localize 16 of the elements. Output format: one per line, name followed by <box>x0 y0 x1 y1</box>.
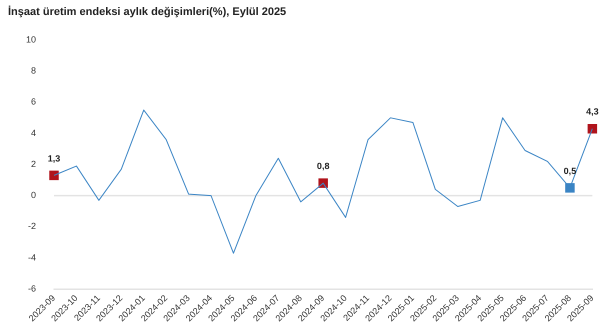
y-tick-label: -2 <box>28 221 36 232</box>
data-label: 0,5 <box>564 166 576 176</box>
chart-title: İnşaat üretim endeksi aylık değişimleri(%), Eylül 2025 <box>8 6 286 18</box>
data-label: 0,8 <box>316 161 330 172</box>
y-tick-label: 2 <box>30 158 36 169</box>
y-tick-label: 6 <box>30 96 36 107</box>
y-tick-label: 4 <box>30 128 36 138</box>
y-tick-label: 10 <box>26 34 36 44</box>
point <box>49 170 59 180</box>
y-tick-label: 0 <box>30 190 36 200</box>
data-label: 4,3 <box>586 106 599 117</box>
point <box>588 124 598 134</box>
y-tick-label: -6 <box>28 283 36 294</box>
y-tick-label: -4 <box>28 252 36 262</box>
y-tick-label: 8 <box>30 66 36 76</box>
data-label: 1,3 <box>48 153 60 164</box>
